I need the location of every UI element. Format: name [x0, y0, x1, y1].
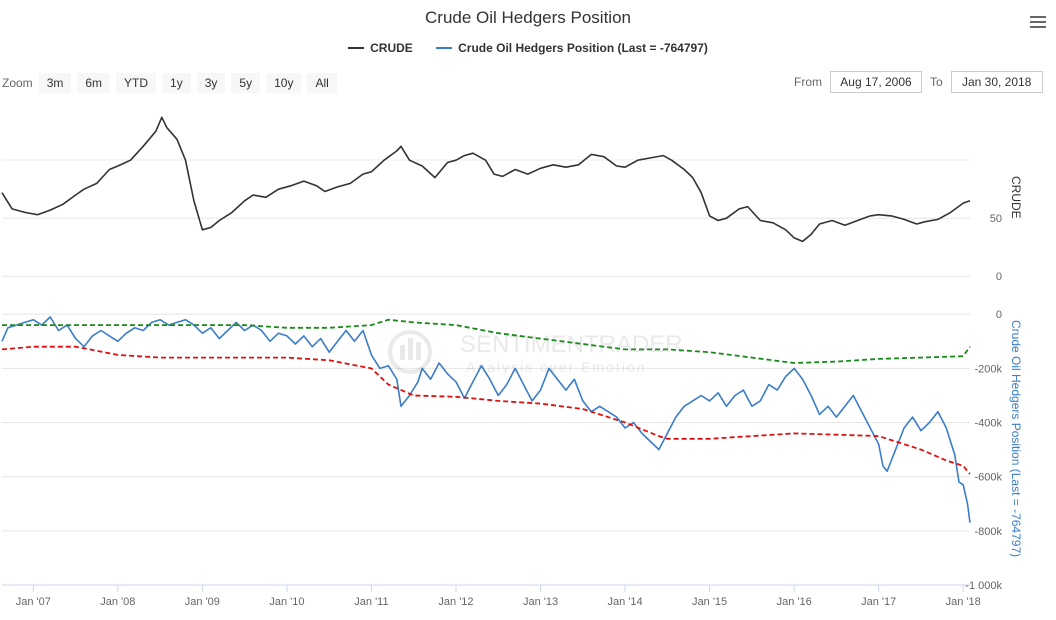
- series-lines: [1, 116, 971, 523]
- watermark-brand: SENTIMENTRADER: [460, 331, 683, 358]
- watermark-logo-bar: [408, 338, 413, 360]
- zoom-10y-button[interactable]: 10y: [266, 73, 302, 93]
- y-tick-label-hedgers: 0: [996, 309, 1002, 321]
- zoom-all-button[interactable]: All: [307, 73, 337, 93]
- y-tick-label-hedgers: -200k: [974, 363, 1002, 375]
- series-line-crude-0[interactable]: [1, 116, 971, 243]
- menu-icon-bar: [1030, 21, 1046, 23]
- watermark-logo: [388, 330, 432, 374]
- x-tick-label: Jan '15: [692, 596, 727, 608]
- zoom-1y-button[interactable]: 1y: [162, 73, 191, 93]
- zoom-6m-button[interactable]: 6m: [77, 73, 111, 93]
- legend-swatch-crude: [348, 47, 365, 49]
- legend-label-crude: CRUDE: [370, 41, 413, 55]
- zoom-3m-button[interactable]: 3m: [38, 73, 72, 93]
- legend-swatch-hedgers: [436, 47, 453, 49]
- x-tick-label: Jan '10: [269, 596, 304, 608]
- x-tick-label: Jan '09: [185, 596, 220, 608]
- legend-item-hedgers[interactable]: Crude Oil Hedgers Position (Last = -7647…: [436, 41, 708, 55]
- from-date-input[interactable]: [830, 71, 922, 93]
- menu-icon[interactable]: [1030, 16, 1046, 30]
- y-tick-label-hedgers: -600k: [974, 472, 1002, 484]
- menu-icon-bar: [1030, 16, 1046, 18]
- hedgers-axis-title: Crude Oil Hedgers Position (Last = -7647…: [1009, 320, 1023, 557]
- date-range: From To: [794, 71, 1051, 93]
- x-tick-label: Jan '08: [100, 596, 135, 608]
- y-tick-label-hedgers: -1 000k: [965, 580, 1002, 592]
- legend: CRUDE Crude Oil Hedgers Position (Last =…: [0, 38, 1056, 55]
- series-line-hedgers-0[interactable]: [1, 316, 971, 523]
- y-tick-label-crude: 0: [996, 271, 1002, 283]
- x-tick-label: Jan '14: [608, 596, 643, 608]
- x-tick-label: Jan '07: [16, 596, 51, 608]
- x-tick-label: Jan '18: [946, 596, 981, 608]
- zoom-ytd-button[interactable]: YTD: [116, 73, 157, 93]
- watermark-logo-bar: [400, 345, 405, 360]
- zoom-3y-button[interactable]: 3y: [196, 73, 226, 93]
- y-tick-label-hedgers: -800k: [974, 526, 1002, 538]
- zoom-label: Zoom: [2, 76, 33, 90]
- from-label: From: [794, 75, 822, 89]
- x-tick-label: Jan '12: [438, 596, 473, 608]
- to-label: To: [930, 75, 943, 89]
- zoom-5y-button[interactable]: 5y: [231, 73, 261, 93]
- crude-axis-title: CRUDE: [1009, 176, 1023, 219]
- x-tick-label: Jan '17: [861, 596, 896, 608]
- y-tick-label-hedgers: -400k: [974, 418, 1002, 430]
- series-line-hedgers-2[interactable]: [1, 345, 971, 475]
- watermark: SENTIMENTRADER Analysis over Emotion: [388, 330, 683, 375]
- to-date-input[interactable]: [950, 71, 1043, 93]
- watermark-tagline: Analysis over Emotion: [466, 359, 647, 375]
- y-tick-label-crude: 50: [990, 213, 1002, 225]
- legend-label-hedgers: Crude Oil Hedgers Position (Last = -7647…: [458, 41, 708, 55]
- zoom-bar: Zoom 3m 6m YTD 1y 3y 5y 10y All: [2, 72, 343, 94]
- series-line-hedgers-1[interactable]: [2, 318, 971, 364]
- axes: 0 50 0 -200k -400k -600k -800k -1 000k Jan '07 Ja…: [2, 213, 1002, 608]
- menu-icon-bar: [1030, 26, 1046, 28]
- x-tick-label: Jan '11: [354, 596, 388, 608]
- x-tick-label: Jan '16: [777, 596, 812, 608]
- chart-title: Crude Oil Hedgers Position: [425, 8, 631, 27]
- legend-item-crude[interactable]: CRUDE: [348, 41, 413, 55]
- x-tick-label: Jan '13: [523, 596, 558, 608]
- watermark-logo-bar: [416, 342, 421, 360]
